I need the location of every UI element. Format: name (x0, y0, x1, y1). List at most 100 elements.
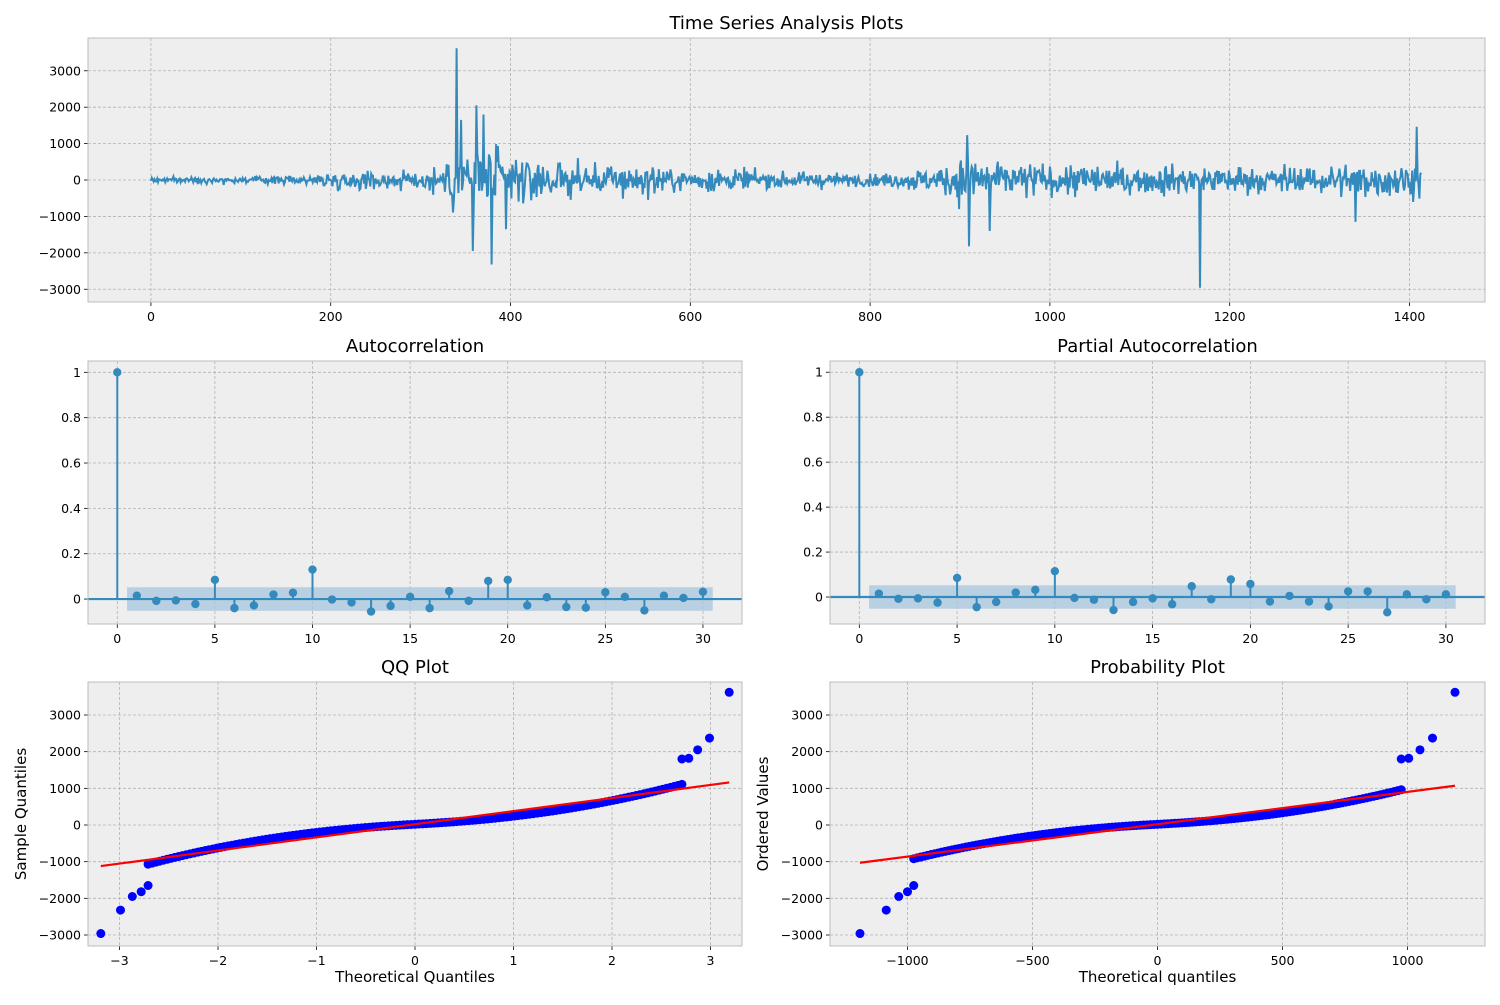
qq-tail-point (881, 905, 891, 915)
y-tick-label: 0.8 (803, 410, 823, 425)
stem-marker (249, 601, 259, 610)
stem-marker (1070, 593, 1079, 603)
x-tick-label: 1 (510, 953, 518, 968)
panel-qq: −3 −2 −1 0 1 2 3 −3000 −2000 −1000 0 1000 2000 3000 QQ… (12, 657, 743, 986)
stem-marker (581, 603, 591, 612)
x-tick-label: 0 (855, 631, 863, 646)
y-tick-label: 2000 (49, 744, 81, 759)
qq-tail-point (1404, 753, 1414, 763)
y-tick-label: 0 (815, 818, 823, 833)
x-tick-label: −3 (110, 953, 128, 968)
qq-tail-point (894, 892, 904, 901)
x-tick-label: 3 (707, 953, 715, 968)
stem-marker (1226, 575, 1236, 584)
stem-marker (503, 575, 512, 584)
plot-frame (829, 360, 1486, 625)
plot-content (149, 48, 1423, 288)
x-tick-label: 200 (319, 309, 343, 324)
qq-tail-point (855, 929, 865, 939)
y-tick-label: 0 (73, 592, 81, 607)
y-tick-label: 1000 (49, 781, 81, 796)
stem-marker (894, 594, 903, 604)
x-tick-label: −1000 (886, 953, 928, 968)
stem-marker (698, 587, 708, 597)
panel-title: Partial Autocorrelation (1057, 336, 1258, 357)
stem-marker (464, 596, 473, 606)
plot-content (96, 687, 734, 939)
stem-marker (230, 603, 239, 613)
qq-tail-point (693, 745, 703, 755)
stem-marker (679, 593, 688, 603)
x-tick-label: 0 (1154, 953, 1162, 968)
panel-pacf: 0 5 10 15 20 25 30 0 0.2 0.4 0.6 0.8 1 Partial Autoco… (803, 336, 1486, 646)
panel-acf: 0 5 10 15 20 25 30 0 0.2 0.4 0.6 0.8 1 Autocorrelatio… (61, 336, 743, 646)
stem-marker (952, 573, 962, 583)
stem-marker (210, 575, 220, 584)
y-tick-label: 0 (73, 173, 81, 188)
x-tick-label: 400 (499, 309, 523, 324)
stem-marker (1265, 597, 1275, 606)
stem-marker (308, 565, 317, 574)
panel-prob: −1000 −500 0 500 1000 −3000 −2000 −1000 0 1000 200… (754, 657, 1486, 986)
x-tick-label: 2 (608, 953, 616, 968)
stem-marker (1304, 597, 1314, 606)
plot-frame (87, 360, 743, 625)
stem-marker (347, 598, 356, 607)
stem-marker (191, 599, 200, 609)
qq-tail-point (127, 892, 137, 901)
plot-area (88, 361, 742, 624)
qq-tail-point (909, 881, 919, 890)
y-tick-label: 0.2 (803, 545, 823, 560)
qq-tail-point (1428, 733, 1437, 743)
qq-point (677, 779, 687, 789)
plot-content (830, 368, 1485, 617)
y-axis-label: Sample Quantiles (12, 748, 30, 880)
stem-marker (1285, 591, 1294, 601)
x-tick-label: −2 (209, 953, 227, 968)
qq-tail-point (903, 887, 912, 897)
stem-marker (933, 598, 942, 607)
x-tick-label: 800 (858, 309, 882, 324)
x-tick-label: 25 (597, 631, 613, 646)
stem-marker (1207, 595, 1216, 604)
stem-marker (269, 590, 278, 599)
x-tick-label: 15 (402, 631, 418, 646)
y-tick-label: 2000 (49, 100, 81, 115)
plot-content (855, 687, 1460, 939)
x-tick-label: 5 (211, 631, 219, 646)
stem-marker (855, 368, 864, 377)
stem-marker (425, 603, 434, 613)
y-tick-label: 0.2 (61, 546, 81, 561)
x-tick-label: 30 (695, 631, 711, 646)
y-tick-label: 1 (815, 365, 823, 380)
y-tick-label: 3000 (49, 63, 81, 78)
stem-marker (1148, 594, 1157, 603)
y-tick-label: 0.8 (61, 410, 81, 425)
stem-marker (1109, 605, 1118, 615)
x-axis-label: Theoretical quantiles (1078, 968, 1237, 986)
x-tick-label: 1000 (1392, 953, 1424, 968)
stem-marker (659, 591, 669, 600)
x-tick-label: 25 (1340, 631, 1356, 646)
stem-marker (991, 597, 1001, 607)
x-tick-label: 5 (953, 631, 961, 646)
plot-frame (87, 681, 743, 947)
qq-tail-point (724, 687, 734, 697)
qq-tail-point (677, 754, 687, 764)
series-line (149, 48, 1423, 288)
y-tick-label: 1000 (791, 781, 823, 796)
plot-content (88, 368, 742, 616)
qq-tail-point (143, 881, 153, 890)
x-tick-label: 500 (1271, 953, 1295, 968)
stem-marker (1246, 579, 1255, 589)
x-tick-label: 1000 (1034, 309, 1066, 324)
fit-line (859, 784, 1456, 864)
stem-marker (1031, 585, 1040, 595)
x-tick-label: 1400 (1394, 309, 1426, 324)
x-tick-label: 15 (1145, 631, 1161, 646)
x-axis-label: Theoretical Quantiles (334, 968, 495, 986)
stem-marker (620, 592, 630, 601)
y-tick-label: −3000 (781, 928, 823, 943)
stem-marker (484, 576, 493, 586)
